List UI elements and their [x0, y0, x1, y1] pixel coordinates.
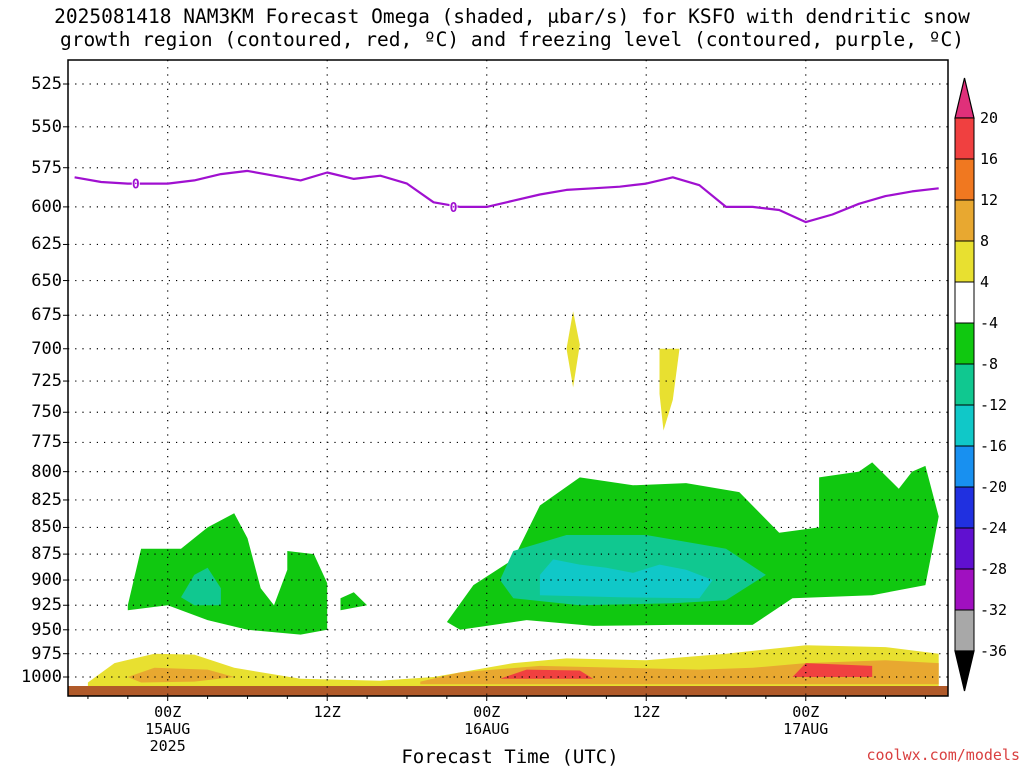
- colorbar-bottom-arrow: [954, 650, 975, 692]
- colorbar-top-arrow: [954, 77, 975, 119]
- y-tick-label: 750: [31, 402, 62, 423]
- colorbar-label: -20: [980, 478, 1008, 496]
- colorbar-label: -4: [980, 314, 999, 332]
- colorbar-bin: [954, 445, 975, 488]
- omega-shading: [87, 311, 939, 687]
- colorbar-bin: [954, 609, 975, 652]
- colorbar-label: -32: [980, 601, 1008, 619]
- y-tick-label: 625: [31, 234, 62, 255]
- freezing-level-contour-label: 0: [450, 201, 458, 216]
- y-tick-label: 525: [31, 74, 62, 94]
- y-tick-label: 650: [31, 270, 62, 291]
- freezing-label-bg: [131, 176, 140, 190]
- colorbar-bin: [954, 117, 975, 160]
- y-tick-label: 800: [31, 461, 62, 482]
- omega-region-sinking-yellow-2: [659, 348, 680, 431]
- y-tick-label: 975: [31, 643, 62, 664]
- plot-frame: [67, 59, 949, 697]
- omega-region-rising-green-1: [127, 513, 328, 635]
- x-tick-label: 12Z: [313, 703, 341, 721]
- x-tick-label: 2025: [149, 737, 186, 755]
- colorbar-bin: [954, 240, 975, 283]
- colorbar-label: -16: [980, 437, 1008, 455]
- chart-title-line1: 2025081418 NAM3KM Forecast Omega (shaded…: [54, 5, 970, 28]
- x-tick-label: 12Z: [632, 703, 660, 721]
- colorbar-label: 4: [980, 273, 990, 291]
- omega-region-surface-red-1: [500, 669, 594, 679]
- y-tick-label: 900: [31, 570, 62, 591]
- omega-region-rising-teal-2: [181, 567, 221, 606]
- y-tick-label: 575: [31, 157, 62, 178]
- colorbar-label: -12: [980, 396, 1008, 414]
- y-tick-label: 550: [31, 116, 62, 137]
- colorbar-label: -24: [980, 519, 1008, 537]
- colorbar-bin: [954, 527, 975, 570]
- x-tick-label: 00Z: [473, 703, 501, 721]
- x-tick-label: 00Z: [154, 703, 182, 721]
- colorbar-label: 20: [980, 109, 999, 127]
- ground-strip: [68, 686, 948, 696]
- colorbar-label: 8: [980, 232, 990, 250]
- y-tick-label: 775: [31, 432, 62, 453]
- y-tick-label: 1000: [21, 667, 62, 687]
- y-tick-label: 950: [31, 619, 62, 640]
- omega-region-surface-red-2: [792, 663, 873, 677]
- x-tick-label: 16AUG: [464, 720, 510, 738]
- x-tick-label: 00Z: [792, 703, 820, 721]
- x-axis-title: Forecast Time (UTC): [401, 746, 619, 768]
- colorbar-bin: [954, 404, 975, 447]
- colorbar-label: -8: [980, 355, 999, 373]
- freezing-label-bg: [449, 199, 458, 213]
- colorbar-bin: [954, 199, 975, 242]
- freezing-level-contour-label: 0: [132, 178, 140, 193]
- omega-region-rising-cyan: [539, 559, 713, 599]
- colorbar-bin: [954, 158, 975, 201]
- y-tick-label: 825: [31, 489, 62, 510]
- x-tick-label: 17AUG: [783, 720, 829, 738]
- y-tick-label: 850: [31, 517, 62, 538]
- x-tick-label: 15AUG: [145, 720, 191, 738]
- omega-region-surface-orange-1: [127, 667, 235, 683]
- colorbar-bin: [954, 486, 975, 529]
- y-tick-label: 875: [31, 544, 62, 565]
- y-tick-label: 675: [31, 305, 62, 326]
- colorbar-bin: [954, 281, 975, 324]
- colorbar-label: 12: [980, 191, 999, 209]
- freezing-level-line: [74, 169, 939, 224]
- colorbar-bin: [954, 568, 975, 611]
- y-tick-label: 600: [31, 196, 62, 217]
- colorbar-label: -36: [980, 642, 1008, 660]
- colorbar-label: 16: [980, 150, 999, 168]
- colorbar-label: -28: [980, 560, 1008, 578]
- y-tick-label: 700: [31, 338, 62, 359]
- omega-region-rising-green-2: [340, 592, 368, 611]
- colorbar-bin: [954, 363, 975, 406]
- credit-link[interactable]: coolwx.com/models: [866, 746, 1020, 764]
- y-tick-label: 925: [31, 595, 62, 616]
- y-tick-label: 725: [31, 371, 62, 392]
- colorbar-bin: [954, 322, 975, 365]
- chart-title-line2: growth region (contoured, red, ºC) and f…: [60, 28, 964, 51]
